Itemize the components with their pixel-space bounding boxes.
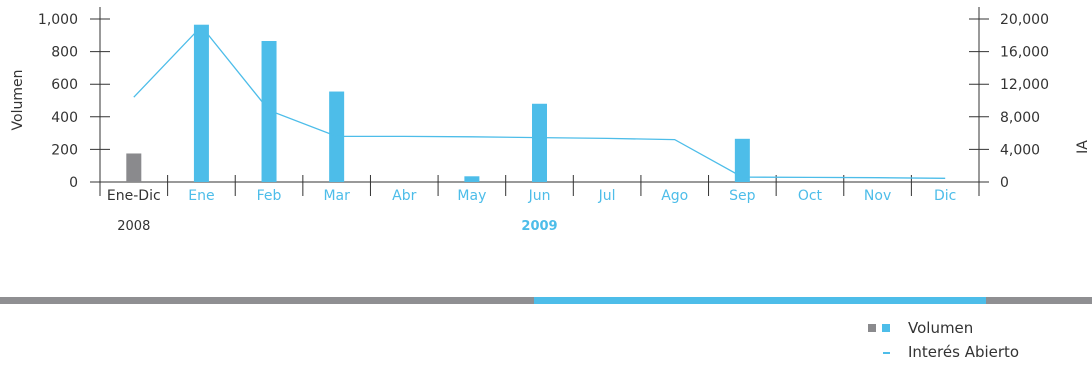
left-tick-label: 200: [51, 142, 78, 158]
y-axis-title-right: IA: [1075, 140, 1091, 154]
category-label: Ene-Dic: [107, 188, 161, 204]
legend-swatch-2009: [882, 324, 890, 332]
volumen-bar: [193, 24, 209, 182]
year-label-2009: 2009: [521, 219, 557, 234]
divider-accent: [534, 297, 986, 304]
volumen-bar: [734, 138, 750, 182]
legend-item-volumen: Volumen: [860, 318, 1090, 342]
category-label: Sep: [729, 188, 756, 204]
right-tick-label: 12,000: [1000, 77, 1049, 93]
category-label: Ene: [188, 188, 214, 204]
right-tick-label: 8,000: [1000, 110, 1040, 126]
right-tick-label: 20,000: [1000, 12, 1049, 28]
volumen-bar: [532, 103, 547, 182]
category-label: Feb: [257, 188, 282, 204]
category-label: Nov: [864, 188, 891, 204]
year-label-2008: 2008: [117, 219, 150, 234]
right-tick-label: 16,000: [1000, 45, 1049, 61]
legend-line-swatch: [883, 352, 890, 354]
category-label: May: [457, 188, 486, 204]
category-label: Oct: [798, 188, 823, 204]
right-tick-label: 0: [1000, 175, 1009, 191]
category-label: Dic: [934, 188, 956, 204]
category-label: Jul: [598, 188, 616, 204]
volumen-bar: [261, 41, 277, 182]
legend-label-interes-abierto: Interés Abierto: [908, 343, 1020, 361]
legend-label-volumen: Volumen: [908, 319, 974, 337]
left-tick-label: 800: [51, 45, 78, 61]
right-tick-label: 4,000: [1000, 142, 1040, 158]
chart-labels: 0 200 400 600 800 1,000 0 4,000 8,000 12,000 16,00…: [10, 12, 1091, 234]
volumen-bar: [126, 153, 142, 182]
left-tick-label: 600: [51, 77, 78, 93]
category-label: Abr: [392, 188, 416, 204]
left-tick-label: 1,000: [38, 12, 78, 28]
volumen-bar: [464, 176, 480, 182]
chart: 0 200 400 600 800 1,000 0 4,000 8,000 12,000 16,00…: [10, 7, 1091, 234]
left-tick-label: 0: [69, 175, 78, 191]
y-axis-title-left: Volumen: [10, 70, 26, 131]
legend-item-interes-abierto: Interés Abierto: [860, 342, 1090, 366]
legend: Volumen Interés Abierto: [860, 318, 1090, 366]
left-tick-label: 400: [51, 110, 78, 126]
category-label: Jun: [528, 188, 551, 204]
legend-swatch-2008: [868, 324, 876, 332]
category-label: Mar: [323, 188, 350, 204]
interes-abierto-line: [133, 25, 946, 179]
category-label: Ago: [661, 188, 688, 204]
